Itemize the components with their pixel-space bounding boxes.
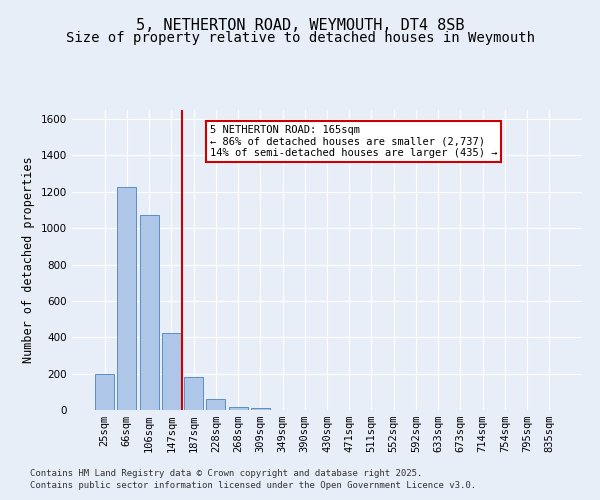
Bar [140,214,158,410]
Bar [251,408,270,410]
Bar [118,188,136,410]
Text: Contains HM Land Registry data © Crown copyright and database right 2025.: Contains HM Land Registry data © Crown c… [30,468,422,477]
Bar [184,378,203,410]
Bar [229,406,248,410]
Text: 5, NETHERTON ROAD, WEYMOUTH, DT4 8SB: 5, NETHERTON ROAD, WEYMOUTH, DT4 8SB [136,18,464,32]
Y-axis label: Number of detached properties: Number of detached properties [22,156,35,364]
Text: Contains public sector information licensed under the Open Government Licence v3: Contains public sector information licen… [30,481,476,490]
Bar [162,332,181,410]
Text: Size of property relative to detached houses in Weymouth: Size of property relative to detached ho… [65,31,535,45]
Bar [95,374,114,410]
Bar [206,399,225,410]
Text: 5 NETHERTON ROAD: 165sqm
← 86% of detached houses are smaller (2,737)
14% of sem: 5 NETHERTON ROAD: 165sqm ← 86% of detach… [210,125,497,158]
